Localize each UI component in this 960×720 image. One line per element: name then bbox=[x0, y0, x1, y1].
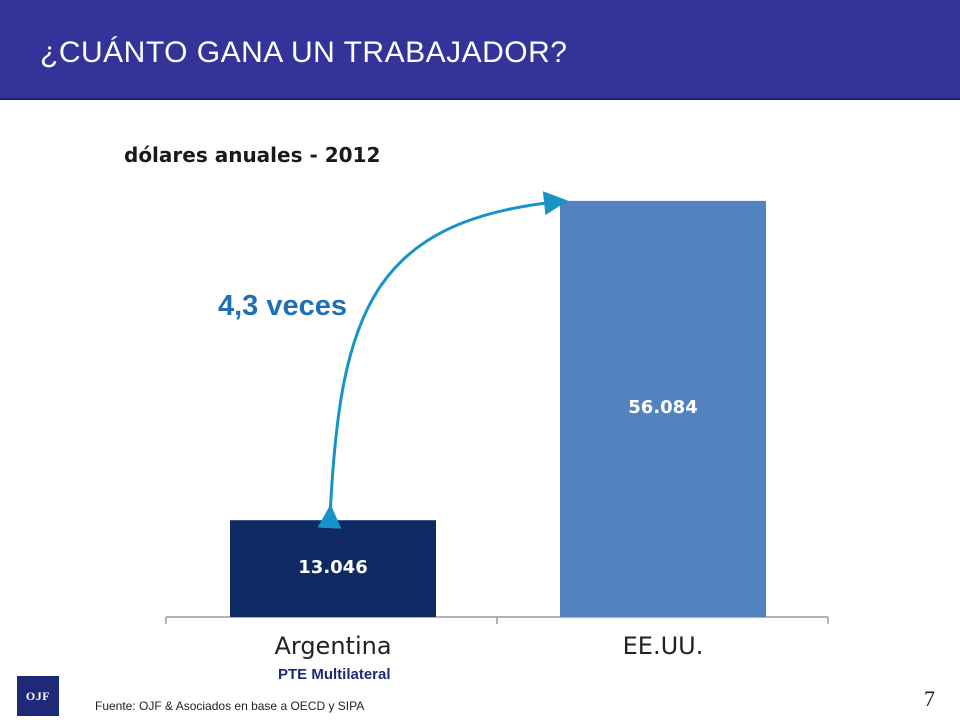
ojf-logo: OJF bbox=[17, 676, 59, 716]
bar-eeuu bbox=[560, 200, 766, 617]
source-note: Fuente: OJF & Asociados en base a OECD y… bbox=[95, 699, 365, 713]
bar-chart bbox=[165, 191, 829, 624]
x-axis-category-label: Argentina bbox=[274, 632, 392, 660]
ratio-annotation: 4,3 veces bbox=[218, 290, 348, 322]
chart-area bbox=[0, 100, 960, 720]
slide-header: ¿CUÁNTO GANA UN TRABAJADOR? bbox=[0, 0, 960, 100]
page-number: 7 bbox=[924, 686, 935, 711]
slide-title: ¿CUÁNTO GANA UN TRABAJADOR? bbox=[40, 36, 568, 69]
x-axis-category-label: EE.UU. bbox=[622, 632, 704, 660]
category-note: PTE Multilateral bbox=[278, 666, 391, 683]
bar-value-label: 56.084 bbox=[628, 396, 698, 418]
bar-argentina bbox=[230, 520, 436, 617]
bar-value-label: 13.046 bbox=[298, 556, 368, 578]
chart-title: dólares anuales - 2012 bbox=[124, 143, 381, 167]
ratio-arrow bbox=[317, 191, 568, 529]
